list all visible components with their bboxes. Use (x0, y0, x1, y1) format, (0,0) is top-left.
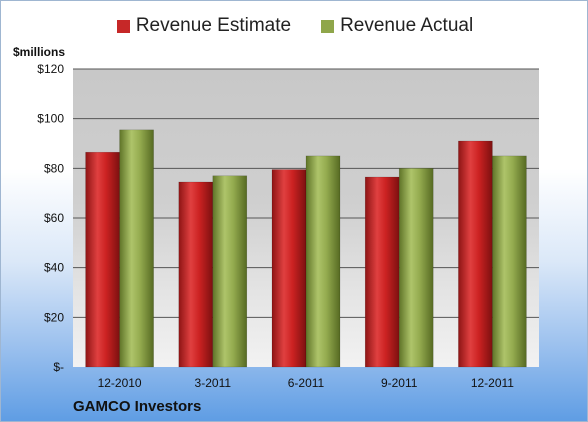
bar-actual-6-2011 (305, 155, 341, 368)
y-tick-label: $80 (44, 161, 64, 175)
bar-estimate-6-2011 (271, 169, 307, 368)
company-name: GAMCO Investors (73, 398, 202, 415)
bars (85, 129, 527, 368)
x-tick-label: 12-2011 (471, 376, 514, 390)
legend-label-actual: Revenue Actual (340, 15, 474, 36)
y-tick-label: $- (53, 360, 64, 374)
bar-estimate-12-2010 (85, 151, 120, 368)
legend-swatch-actual (321, 19, 335, 33)
bar-actual-12-2010 (119, 129, 154, 368)
legend-label-estimate: Revenue Estimate (135, 15, 292, 36)
bar-estimate-9-2011 (364, 176, 400, 368)
legend-item-estimate: Revenue Estimate (116, 15, 292, 37)
x-axis-ticks: 12-2010 3-2011 6-2011 9-2011 12-2011 (98, 376, 515, 390)
bar-actual-12-2011 (492, 155, 527, 368)
bar-estimate-12-2011 (458, 140, 493, 368)
y-axis-unit-label: $millions (13, 45, 66, 59)
x-tick-label: 3-2011 (195, 376, 232, 390)
y-axis-ticks: $- $20 $40 $60 $80 $100 $120 (37, 62, 64, 374)
x-tick-label: 12-2010 (98, 376, 142, 390)
y-tick-label: $40 (44, 261, 64, 275)
bar-actual-9-2011 (398, 168, 434, 368)
legend-swatch-estimate (116, 19, 130, 33)
x-tick-label: 9-2011 (381, 376, 418, 390)
legend: Revenue Estimate Revenue Actual (1, 15, 587, 37)
bar-actual-3-2011 (212, 175, 248, 368)
y-tick-label: $60 (44, 211, 64, 225)
bar-estimate-3-2011 (178, 181, 214, 368)
x-tick-label: 6-2011 (288, 376, 325, 390)
legend-item-actual: Revenue Actual (321, 15, 473, 37)
y-tick-label: $100 (37, 112, 64, 126)
y-tick-label: $120 (37, 62, 64, 76)
y-tick-label: $20 (44, 310, 64, 324)
